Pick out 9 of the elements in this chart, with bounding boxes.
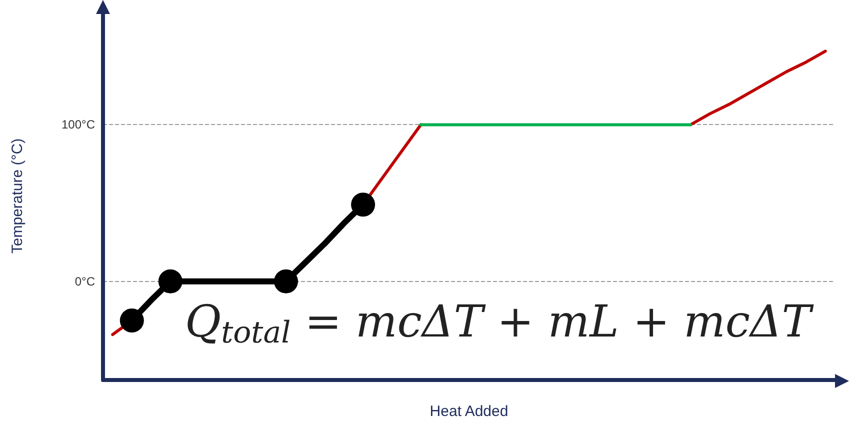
- line-series: [689, 50, 827, 126]
- y-tick-label: 100°C: [62, 118, 96, 132]
- x-axis-title: Heat Added: [430, 403, 508, 420]
- point: [158, 269, 182, 294]
- point: [120, 308, 144, 332]
- y-axis-title: Temperature (°C): [9, 138, 26, 254]
- point: [274, 269, 298, 294]
- y-tick-label: 0°C: [74, 274, 96, 288]
- point: [351, 192, 376, 217]
